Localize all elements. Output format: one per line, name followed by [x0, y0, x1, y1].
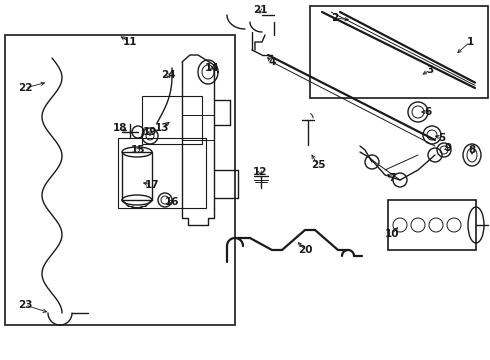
Text: 24: 24 [161, 70, 175, 80]
Text: 16: 16 [165, 197, 179, 207]
Text: 1: 1 [466, 37, 474, 47]
Text: 25: 25 [311, 160, 325, 170]
Text: 2: 2 [331, 13, 339, 23]
Text: 7: 7 [388, 173, 396, 183]
Text: 14: 14 [205, 63, 220, 73]
Text: 18: 18 [113, 123, 127, 133]
Bar [142, 96, 202, 144]
Text: 21: 21 [253, 5, 267, 15]
Text: 19: 19 [143, 127, 157, 137]
Text: 22: 22 [18, 83, 32, 93]
Bar [122, 152, 152, 200]
Text: 10: 10 [385, 229, 399, 239]
Text: 12: 12 [253, 167, 267, 177]
Text: 3: 3 [426, 65, 434, 75]
Bar [388, 200, 476, 250]
Text: 6: 6 [424, 107, 432, 117]
Text: 9: 9 [444, 143, 452, 153]
Bar [5, 35, 235, 325]
Text: 8: 8 [468, 145, 476, 155]
Bar [310, 6, 488, 98]
Text: 15: 15 [131, 145, 145, 155]
Text: 20: 20 [298, 245, 312, 255]
Text: 23: 23 [18, 300, 32, 310]
Text: 17: 17 [145, 180, 159, 190]
Text: 4: 4 [269, 57, 276, 67]
Text: 5: 5 [439, 133, 445, 143]
Bar [118, 138, 206, 208]
Text: 13: 13 [155, 123, 169, 133]
Text: 11: 11 [123, 37, 137, 47]
